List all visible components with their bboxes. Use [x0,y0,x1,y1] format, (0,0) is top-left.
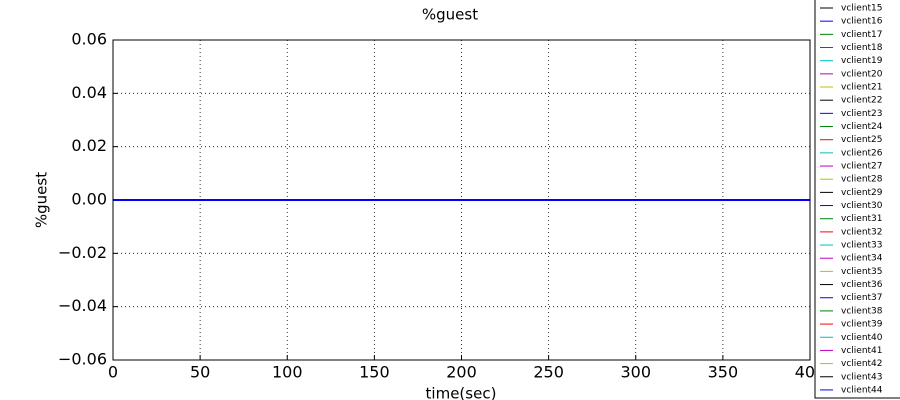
x-tick-label: 300 [620,363,651,382]
legend-label: vclient41 [841,346,883,356]
y-tick-label: −0.02 [58,243,107,262]
legend-label: vclient42 [841,359,883,369]
legend-label: vclient38 [841,306,883,316]
legend-label: vclient17 [841,30,883,40]
legend-label: vclient33 [841,241,883,251]
legend-label: vclient21 [841,83,883,93]
legend-label: vclient35 [841,267,883,277]
x-tick-label: 0 [108,363,118,382]
legend-label: vclient22 [841,96,883,106]
legend-label: vclient32 [841,227,883,237]
x-axis-label: time(sec) [426,385,497,400]
x-tick-label: 200 [446,363,477,382]
legend-label: vclient23 [841,109,883,119]
legend-label: vclient31 [841,214,883,224]
y-tick-label: 0.02 [71,136,107,155]
x-tick-label: 100 [272,363,303,382]
legend-label: vclient25 [841,135,883,145]
legend-label: vclient36 [841,280,883,290]
legend-label: vclient20 [841,69,883,79]
y-tick-label: −0.06 [58,350,107,369]
legend-box [814,0,900,399]
y-tick-label: 0.06 [71,30,107,49]
y-tick-label: 0.04 [71,83,107,102]
y-tick-label: −0.04 [58,296,107,315]
legend-label: vclient39 [841,320,883,330]
x-tick-label: 350 [708,363,739,382]
legend-label: vclient26 [841,148,883,158]
chart-title: %guest [422,6,478,24]
legend-label: vclient27 [841,162,883,172]
legend-label: vclient19 [841,56,883,66]
x-tick-label: 250 [533,363,564,382]
legend-label: vclient29 [841,188,883,198]
y-tick-label: 0.00 [71,190,107,209]
x-tick-label: 150 [359,363,390,382]
legend-label: vclient28 [841,175,883,185]
legend-label: vclient18 [841,43,883,53]
plot-frame [112,39,811,361]
legend-label: vclient16 [841,17,883,27]
legend-label: vclient30 [841,201,883,211]
legend-label: vclient24 [841,122,883,132]
legend-label: vclient44 [841,385,883,395]
legend-label: vclient43 [841,372,883,382]
legend-label: vclient34 [841,254,883,264]
legend-label: vclient40 [841,333,883,343]
y-axis-label: %guest [33,172,51,228]
legend-label: vclient15 [841,4,883,14]
x-tick-label: 50 [190,363,210,382]
legend-label: vclient37 [841,293,883,303]
